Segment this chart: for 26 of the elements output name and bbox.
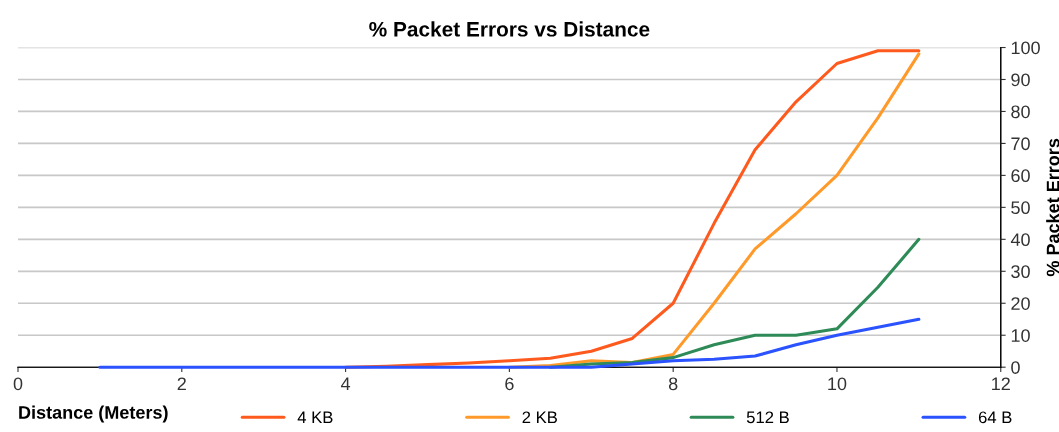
chart-title: % Packet Errors vs Distance [369, 21, 650, 37]
y2-tick-label: 80 [1011, 105, 1030, 119]
y2-tick-label: 40 [1010, 233, 1030, 247]
y2-tick-label: 60 [1011, 169, 1030, 183]
legend-label: 4 KB [297, 411, 333, 424]
x-tick-label: 4 [340, 377, 351, 391]
y2-axis-title: % Packet Errors [1046, 138, 1059, 277]
legend-label: 64 B [978, 411, 1012, 424]
y2-tick-label: 90 [1011, 73, 1030, 87]
legend-label: 512 B [746, 411, 789, 424]
y2-tick-label: 50 [1011, 201, 1030, 215]
y2-tick-label: 20 [1011, 297, 1030, 310]
legend-label: 2 KB [522, 411, 557, 424]
y2-tick-label: 10 [1011, 329, 1030, 342]
x-tick-label: 0 [13, 377, 23, 391]
y2-tick-label: 100 [1011, 41, 1040, 55]
y2-tick-label: 30 [1011, 265, 1030, 279]
x-tick-label: 12 [992, 377, 1010, 391]
x-axis-title: Distance (Meters) [19, 405, 168, 423]
x-tick-label: 6 [505, 377, 514, 391]
x-tick-label: 8 [668, 377, 678, 391]
y2-tick-label: 70 [1011, 137, 1030, 151]
x-tick-label: 2 [177, 377, 186, 391]
y2-tick-label: 0 [1011, 361, 1020, 374]
line-series [98, 317, 921, 369]
x-tick-label: 10 [828, 377, 847, 391]
